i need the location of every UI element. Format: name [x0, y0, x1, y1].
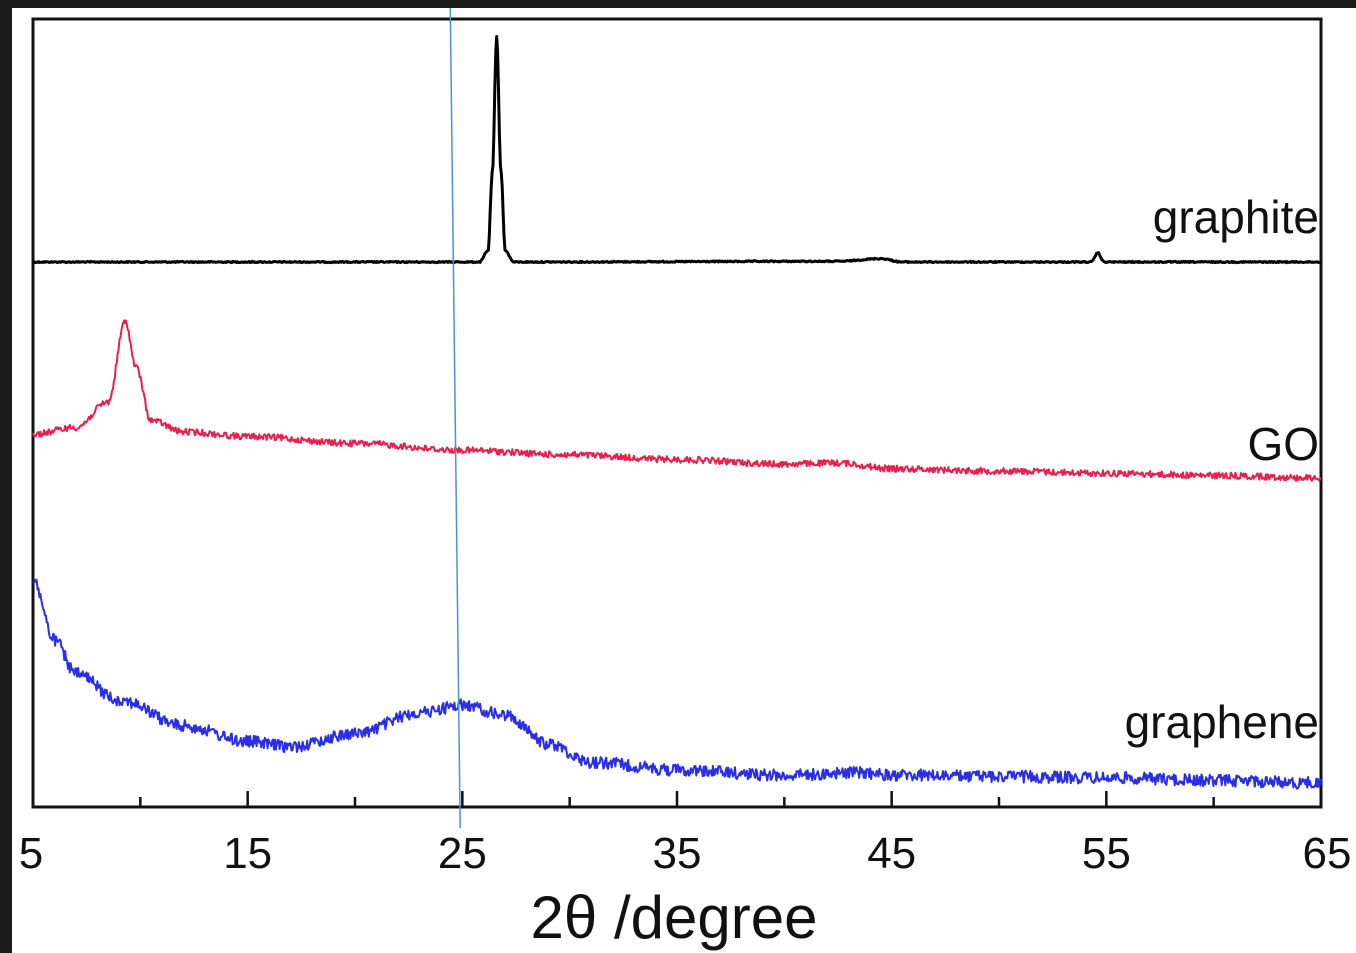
series-label-go: GO [1247, 418, 1319, 470]
reference-line [449, 8, 461, 829]
x-tick-label: 15 [223, 829, 272, 878]
x-axis-tick-labels: 5 15 25 35 45 55 65 [19, 829, 1352, 878]
x-axis-ticks [31, 791, 1323, 807]
xrd-chart: 5 15 25 35 45 55 65 graphite GO graphene 2θ /deg… [19, 8, 1352, 951]
series-label-graphene: graphene [1125, 696, 1319, 748]
plot-area [31, 17, 1323, 809]
series-group [32, 35, 1322, 790]
x-tick-label: 65 [1303, 829, 1352, 878]
x-tick-label: 55 [1082, 829, 1131, 878]
series-line-graphene [32, 578, 1322, 790]
x-tick-label: 25 [438, 829, 487, 878]
x-tick-label: 45 [867, 829, 916, 878]
series-line-go [32, 319, 1322, 482]
series-labels: graphite GO graphene [1125, 191, 1319, 748]
series-line-graphite [32, 35, 1322, 265]
x-axis-title: 2θ /degree [531, 884, 818, 951]
x-tick-label: 5 [19, 829, 43, 878]
series-label-graphite: graphite [1153, 191, 1319, 243]
x-tick-label: 35 [653, 829, 702, 878]
figure-frame: 5 15 25 35 45 55 65 graphite GO graphene 2θ /deg… [12, 8, 1356, 953]
